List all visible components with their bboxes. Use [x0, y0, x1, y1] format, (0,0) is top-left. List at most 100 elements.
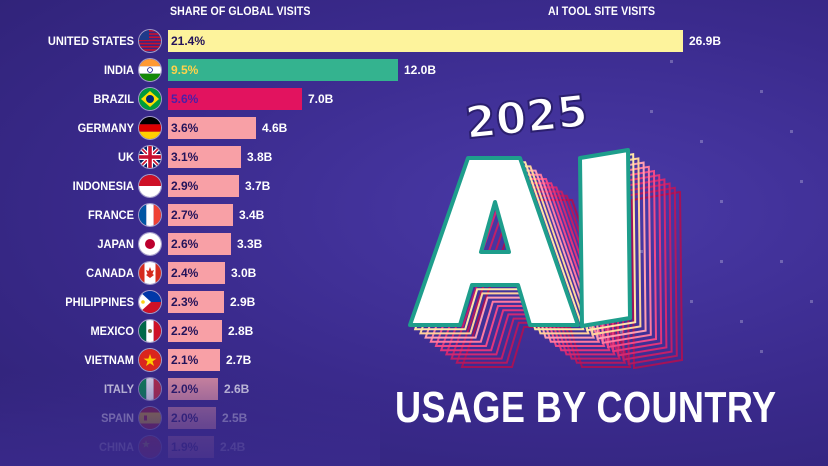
ai-title-graphic: 2025	[408, 85, 684, 370]
share-label: 1.9%	[171, 440, 199, 454]
share-label: 3.6%	[171, 121, 199, 135]
bar	[168, 88, 302, 110]
year-title: 2025	[463, 86, 590, 150]
bar	[168, 175, 239, 197]
background-dot	[650, 110, 653, 113]
background-dot	[720, 200, 723, 203]
share-label: 2.7%	[171, 208, 199, 222]
share-label: 2.6%	[171, 237, 199, 251]
visits-label: 2.9B	[230, 295, 256, 309]
bar	[168, 262, 225, 284]
uk-flag-icon	[139, 146, 161, 168]
background-dot	[700, 140, 703, 143]
bar	[168, 349, 220, 371]
bar	[168, 59, 398, 81]
country-label: BRAZIL	[93, 92, 134, 106]
share-label: 2.1%	[171, 353, 199, 367]
share-label: 2.3%	[171, 295, 199, 309]
subtitle: USAGE BY COUNTRY	[395, 383, 777, 432]
visits-column-header: AI TOOL SITE VISITS	[548, 6, 656, 18]
visits-label: 3.3B	[237, 237, 263, 251]
background-dot	[670, 60, 673, 63]
share-label: 2.9%	[171, 179, 199, 193]
visits-label: 2.5B	[222, 411, 248, 425]
philippines-flag-icon	[139, 291, 161, 313]
us-flag-icon	[139, 30, 161, 52]
mexico-flag-icon	[139, 320, 161, 342]
visits-label: 7.0B	[308, 92, 334, 106]
bar	[168, 291, 224, 313]
country-label: CANADA	[86, 266, 134, 280]
country-label: GERMANY	[77, 121, 134, 135]
background-dot	[810, 300, 813, 303]
background-dot	[640, 250, 643, 253]
country-label: INDONESIA	[72, 179, 134, 193]
visits-label: 3.4B	[239, 208, 265, 222]
background-dot	[800, 180, 803, 183]
visits-label: 12.0B	[404, 63, 437, 77]
bar	[168, 233, 231, 255]
country-label: SPAIN	[101, 411, 134, 425]
india-flag-icon	[139, 59, 161, 81]
country-label: VIETNAM	[84, 353, 134, 367]
bar	[168, 117, 256, 139]
visits-label: 2.4B	[220, 440, 246, 454]
visits-label: 3.8B	[247, 150, 273, 164]
country-label: FRANCE	[88, 208, 134, 222]
share-label: 9.5%	[171, 63, 199, 77]
china-flag-icon	[139, 436, 161, 458]
share-column-header: SHARE OF GLOBAL VISITS	[170, 6, 311, 18]
table-row: BRAZIL 5.6% 7.0B	[0, 87, 760, 111]
table-row: UNITED STATES 21.4% 26.9B	[0, 29, 760, 53]
visits-label: 2.6B	[224, 382, 250, 396]
visits-label: 4.6B	[262, 121, 288, 135]
canada-flag-icon	[139, 262, 161, 284]
visits-label: 2.7B	[226, 353, 252, 367]
background-dot	[740, 320, 743, 323]
visits-label: 3.0B	[231, 266, 257, 280]
ai-letter-a	[408, 156, 580, 327]
spain-flag-icon	[139, 407, 161, 429]
brazil-flag-icon	[139, 88, 161, 110]
bar	[168, 146, 241, 168]
country-label: MEXICO	[90, 324, 134, 338]
country-label: PHILIPPINES	[65, 295, 134, 309]
share-label: 2.2%	[171, 324, 199, 338]
share-label: 2.0%	[171, 382, 199, 396]
france-flag-icon	[139, 204, 161, 226]
bar	[168, 30, 683, 52]
background-dot	[760, 90, 763, 93]
table-row: MEXICO 2.2% 2.8B	[0, 319, 760, 343]
background-dot	[720, 260, 723, 263]
table-row: GERMANY 3.6% 4.6B	[0, 116, 760, 140]
country-label: ITALY	[103, 382, 134, 396]
country-label: CHINA	[99, 440, 134, 454]
country-label: JAPAN	[97, 237, 134, 251]
table-row: INDIA 9.5% 12.0B	[0, 58, 760, 82]
visits-label: 26.9B	[689, 34, 722, 48]
country-label: UNITED STATES	[47, 34, 134, 48]
visits-label: 3.7B	[245, 179, 271, 193]
table-row: JAPAN 2.6% 3.3B	[0, 232, 760, 256]
share-label: 2.0%	[171, 411, 199, 425]
country-label: UK	[118, 150, 134, 164]
table-row: UK 3.1% 3.8B	[0, 145, 760, 169]
share-label: 21.4%	[171, 34, 206, 48]
bar	[168, 204, 233, 226]
bar	[168, 320, 222, 342]
japan-flag-icon	[139, 233, 161, 255]
background-dot	[760, 350, 763, 353]
table-row: CHINA 1.9% 2.4B	[0, 435, 760, 459]
indonesia-flag-icon	[139, 175, 161, 197]
italy-flag-icon	[139, 378, 161, 400]
vietnam-flag-icon	[139, 349, 161, 371]
visits-label: 2.8B	[228, 324, 254, 338]
share-label: 5.6%	[171, 92, 199, 106]
share-label: 2.4%	[171, 266, 199, 280]
table-row: PHILIPPINES 2.3% 2.9B	[0, 290, 760, 314]
background-dot	[780, 260, 783, 263]
ai-letter-i	[578, 148, 632, 328]
table-row: CANADA 2.4% 3.0B	[0, 261, 760, 285]
table-row: VIETNAM 2.1% 2.7B	[0, 348, 760, 372]
